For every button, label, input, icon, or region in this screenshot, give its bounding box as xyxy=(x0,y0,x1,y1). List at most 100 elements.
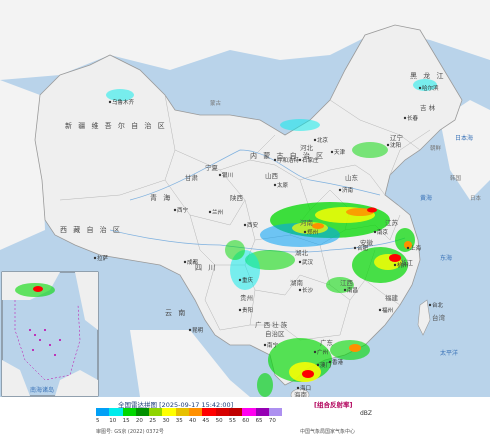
city-marker xyxy=(208,210,212,214)
city-label: 太原 xyxy=(277,181,289,189)
legend-swatch xyxy=(96,408,110,416)
legend-footer-left: 审图号: GS京 (2022) 0372号 xyxy=(96,429,164,435)
legend-tick: 30 xyxy=(162,418,170,424)
region-label-hunan: 湖南 xyxy=(290,278,304,287)
legend-tick: 55 xyxy=(228,418,236,424)
legend-tick: 25 xyxy=(149,418,157,424)
city-marker xyxy=(393,263,397,267)
region-label-henan: 河南 xyxy=(300,218,314,227)
sea-label: 南海诸岛 xyxy=(30,386,54,394)
region-label-jiangsu: 江苏 xyxy=(385,218,399,227)
city-marker xyxy=(313,138,317,142)
city-marker xyxy=(303,230,307,234)
region-label-guangxi2: 自治区 xyxy=(265,329,285,338)
region-label-guangxi: 广 西 壮 族 xyxy=(255,320,288,329)
legend-swatch xyxy=(135,408,150,416)
legend-swatch xyxy=(175,408,190,416)
sea-label: 日本海 xyxy=(455,134,473,142)
city-label: 西宁 xyxy=(177,206,189,214)
legend-swatch xyxy=(242,408,256,416)
neighbour-land-west xyxy=(0,80,45,250)
city-label: 拉萨 xyxy=(97,254,109,262)
south-china-sea-inset xyxy=(1,271,99,397)
city-label: 上海 xyxy=(410,244,422,252)
region-label-jiangxi: 江西 xyxy=(340,279,354,287)
city-label: 南昌 xyxy=(347,286,358,294)
region-label-taiwan: 台湾 xyxy=(432,313,446,322)
city-marker xyxy=(403,116,407,120)
region-label-neimenggu: 内 蒙 古 自 治 区 xyxy=(250,151,325,160)
sea-label: 太平洋 xyxy=(440,349,458,357)
city-marker xyxy=(183,260,187,264)
city-label: 福州 xyxy=(382,306,393,314)
city-label: 银川 xyxy=(222,171,233,179)
legend-tick: 70 xyxy=(268,418,276,424)
legend-tick: 15 xyxy=(122,418,130,424)
city-label: 成都 xyxy=(187,258,199,266)
region-label-heilongjiang: 黑 龙 江 xyxy=(410,71,445,80)
region-label-xinjiang: 新 疆 维 吾 尔 自 治 区 xyxy=(65,121,167,130)
neighbour-label: 蒙古 xyxy=(210,99,222,107)
legend-swatch xyxy=(228,408,243,416)
city-label: 香港 xyxy=(332,358,344,366)
city-label: 西安 xyxy=(247,221,259,229)
city-marker xyxy=(418,86,422,90)
city-label: 昆明 xyxy=(192,327,204,334)
city-label: 济南 xyxy=(342,186,354,194)
legend-title: 全国雷达拼图 [2025-09-17 15:42:00] xyxy=(118,401,234,409)
city-label: 南京 xyxy=(377,228,389,236)
region-label-hubei: 湖北 xyxy=(295,248,309,257)
legend-tick: 35 xyxy=(175,418,183,424)
city-marker xyxy=(338,188,342,192)
city-marker xyxy=(343,288,347,292)
city-marker xyxy=(273,183,277,187)
legend-tick: 60 xyxy=(242,418,250,424)
legend-footer-right: 中国气象局国家气象中心 xyxy=(300,429,356,435)
region-label-fujian: 福建 xyxy=(385,293,399,302)
province-borders xyxy=(59,94,431,341)
city-label: 重庆 xyxy=(242,276,254,284)
city-label: 澳门 xyxy=(320,361,331,369)
legend-ticks: 5 10 15 20 25 30 35 40 45 50 55 60 65 70 xyxy=(96,418,282,424)
city-label: 武汉 xyxy=(302,258,314,266)
region-label-ningxia: 宁夏 xyxy=(205,163,219,172)
city-marker xyxy=(373,230,377,234)
legend-panel: 全国雷达拼图 [2025-09-17 15:42:00] [组合反射率] dBZ… xyxy=(0,397,490,439)
region-label-anhui: 安徽 xyxy=(360,238,374,247)
city-label: 呼和浩特 xyxy=(277,156,300,164)
city-marker xyxy=(273,158,277,162)
city-marker xyxy=(316,363,320,367)
region-label-tibet: 西 藏 自 治 区 xyxy=(60,225,122,234)
city-marker xyxy=(188,328,192,332)
legend-swatch xyxy=(149,408,163,416)
region-label-hainan: 海南 xyxy=(294,390,308,399)
city-marker xyxy=(243,223,247,227)
city-marker xyxy=(428,303,432,307)
city-marker xyxy=(93,256,97,260)
city-label: 长沙 xyxy=(302,286,314,294)
sea-label: 东海 xyxy=(440,254,452,262)
region-label-hebei: 河北 xyxy=(300,144,314,152)
region-label-guangdong: 广东 xyxy=(320,338,334,347)
city-label: 合肥 xyxy=(357,244,369,252)
city-label: 乌鲁木齐 xyxy=(112,98,135,106)
city-marker xyxy=(298,288,302,292)
city-marker xyxy=(238,308,242,312)
radar-echoes xyxy=(106,79,437,397)
legend-tick: 65 xyxy=(255,418,263,424)
city-marker xyxy=(330,150,334,154)
city-marker xyxy=(238,278,242,282)
city-marker xyxy=(108,100,112,104)
legend-swatch xyxy=(162,408,176,416)
legend-swatch xyxy=(189,408,203,416)
region-label-yunnan: 云 南 xyxy=(165,308,187,317)
taiwan-island xyxy=(417,299,431,336)
city-label: 广州 xyxy=(317,348,328,356)
region-label-jilin: 吉 林 xyxy=(420,103,436,112)
city-label: 北京 xyxy=(317,136,329,144)
legend-tick: 50 xyxy=(215,418,223,424)
legend-mode: [组合反射率] xyxy=(314,401,353,409)
legend-tick: 5 xyxy=(96,418,100,424)
neighbour-label: 日本 xyxy=(470,194,482,202)
city-label: 台北 xyxy=(432,301,444,309)
